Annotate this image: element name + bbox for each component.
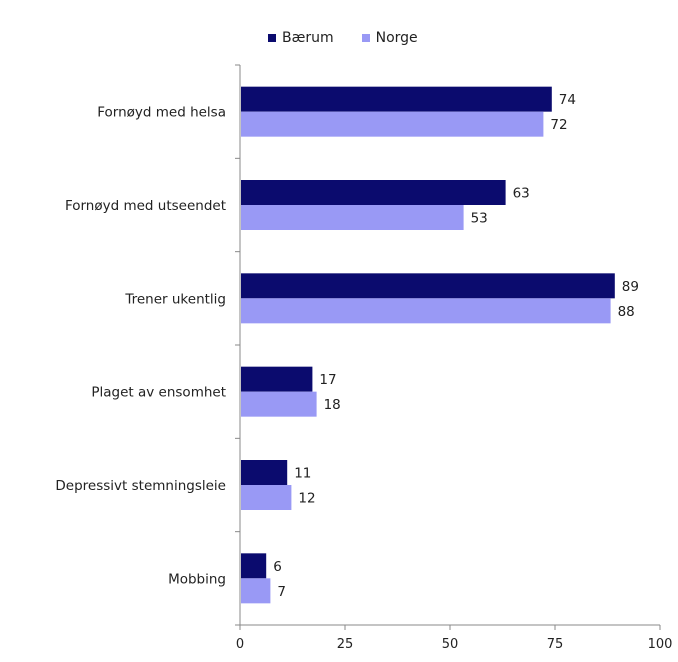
category-label: Trener ukentlig — [124, 291, 226, 307]
bar-norge — [241, 111, 544, 137]
data-label-baerum: 63 — [513, 186, 530, 202]
data-label-baerum: 11 — [294, 466, 311, 482]
data-label-norge: 53 — [471, 211, 488, 227]
data-label-baerum: 89 — [622, 279, 639, 295]
bar-baerum — [241, 86, 552, 112]
category-label: Depressivt stemningsleie — [55, 478, 226, 494]
category-label: Mobbing — [168, 571, 226, 587]
x-tick-label: 100 — [648, 637, 673, 652]
data-label-baerum: 6 — [273, 559, 282, 575]
legend-swatch-norge — [361, 34, 370, 42]
bar-norge — [241, 485, 292, 510]
category-label: Fornøyd med helsa — [97, 105, 226, 121]
bar-norge — [241, 391, 317, 417]
data-label-baerum: 17 — [319, 372, 336, 388]
bar-baerum — [241, 366, 313, 392]
chart-legend: Bærum Norge — [268, 30, 418, 46]
data-label-norge: 72 — [550, 117, 567, 133]
legend-item-baerum: Bærum — [268, 30, 334, 46]
bar-baerum — [241, 460, 288, 485]
legend-label-baerum: Bærum — [282, 30, 334, 46]
x-tick-label: 75 — [547, 637, 564, 652]
data-label-norge: 12 — [298, 491, 315, 507]
x-tick-label: 0 — [236, 637, 244, 652]
x-tick-label: 50 — [442, 637, 459, 652]
data-label-norge: 18 — [324, 397, 341, 413]
bar-baerum — [241, 180, 506, 205]
bar-baerum — [241, 273, 615, 299]
data-label-baerum: 74 — [559, 92, 576, 108]
category-label: Plaget av ensomhet — [91, 385, 226, 401]
bar-norge — [241, 298, 611, 324]
data-label-norge: 7 — [277, 584, 286, 600]
data-label-norge: 88 — [618, 304, 635, 320]
x-tick-label: 25 — [337, 637, 354, 652]
bar-norge — [241, 578, 271, 604]
category-label: Fornøyd med utseendet — [65, 198, 226, 214]
legend-item-norge: Norge — [361, 30, 418, 46]
legend-swatch-baerum — [268, 34, 276, 42]
bar-norge — [241, 205, 464, 230]
bar-baerum — [241, 553, 267, 579]
legend-label-norge: Norge — [375, 30, 418, 46]
